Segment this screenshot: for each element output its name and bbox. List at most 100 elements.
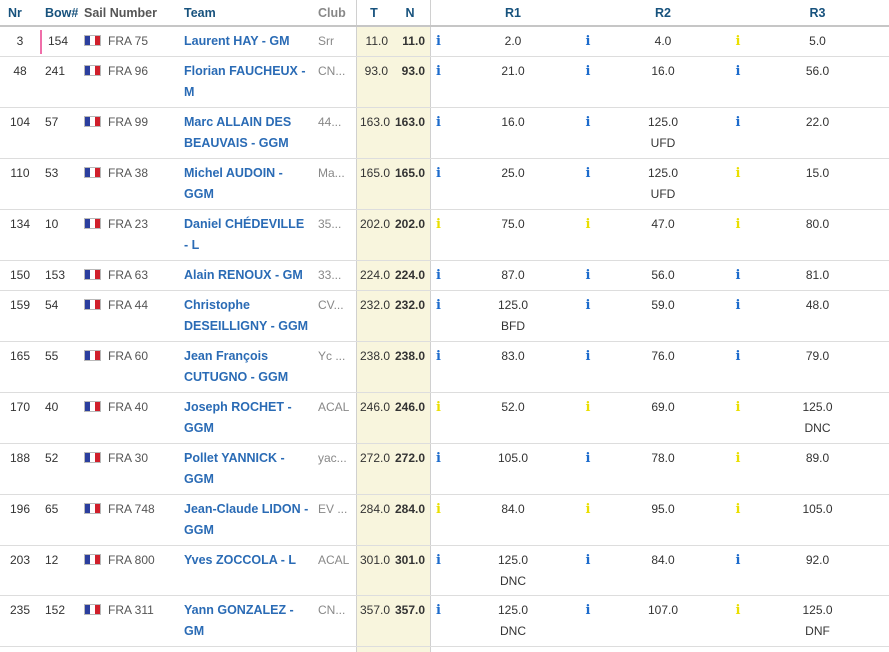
info-icon-race[interactable]: i	[735, 553, 741, 568]
rank-value: 203	[9, 553, 31, 567]
race-score-value: 22.0	[805, 115, 830, 129]
team-link[interactable]: Jean-Claude LIDON - GGM	[184, 502, 309, 537]
info-icon-race[interactable]: i	[735, 451, 741, 466]
team-link[interactable]: Florian FAUCHEUX - M	[184, 64, 306, 99]
info-icon-race[interactable]: i	[585, 553, 591, 568]
sail-number-value: FRA 23	[108, 217, 149, 231]
team-link[interactable]: Alain RENOUX - GM	[184, 268, 303, 282]
info-icon-race[interactable]: i	[735, 349, 741, 364]
team-link[interactable]: Jean François CUTUGNO - GGM	[184, 349, 289, 384]
race-score-code: UFD	[650, 136, 676, 150]
club-value: 44...	[318, 115, 342, 129]
rank-cell: 159	[0, 291, 40, 341]
info-icon-race[interactable]: i	[585, 451, 591, 466]
team-link[interactable]: Joseph ROCHET - GGM	[184, 400, 292, 435]
info-icon-total[interactable]: i	[436, 298, 441, 313]
table-row: 48 241 FRA 96 Florian FAUCHEUX - M CN...…	[0, 57, 889, 108]
team-link[interactable]: Marc ALLAIN DES BEAUVAIS - GGM	[184, 115, 292, 150]
team-link[interactable]: Christophe DESEILLIGNY - GGM	[184, 298, 309, 333]
info-icon-total[interactable]: i	[436, 115, 441, 130]
info-icon-race[interactable]: i	[735, 166, 741, 181]
net-points-value: 301.0	[395, 553, 426, 567]
info-icon-race[interactable]: i	[585, 349, 591, 364]
race-info-cell: i	[730, 108, 746, 158]
race-score-code: DNC	[500, 574, 526, 588]
sail-number-value: FRA 311	[108, 603, 154, 617]
total-points-value: 284.0	[360, 502, 391, 516]
net-points-cell: 163.0	[392, 108, 430, 158]
info-icon-race[interactable]: i	[585, 115, 591, 130]
net-points-value: 272.0	[395, 451, 426, 465]
info-icon-total[interactable]: i	[436, 603, 441, 618]
team-link[interactable]: Pollet YANNICK - GGM	[184, 451, 285, 486]
info-icon-race[interactable]: i	[585, 166, 591, 181]
info-icon-race[interactable]: i	[735, 217, 741, 232]
table-row: 104 57 FRA 99 Marc ALLAIN DES BEAUVAIS -…	[0, 108, 889, 159]
info-icon-race[interactable]: i	[585, 268, 591, 283]
rank-cell: 3	[0, 27, 40, 56]
race-score-value: 21.0	[501, 64, 525, 78]
info-icon-total[interactable]: i	[436, 64, 441, 79]
club-cell: CN...	[314, 596, 356, 646]
team-cell: Joseph ROCHET - GGM	[180, 393, 314, 443]
info-icon-race[interactable]: i	[735, 64, 741, 79]
info-icon-race[interactable]: i	[585, 217, 591, 232]
net-points-cell: 284.0	[392, 495, 430, 545]
race-score-value: 92.0	[805, 553, 830, 567]
race-score-value: 59.0	[651, 298, 675, 312]
table-row: 150 153 FRA 63 Alain RENOUX - GM 33... 2…	[0, 261, 889, 291]
race-score-cell: 15.0	[746, 159, 889, 209]
info-icon-race[interactable]: i	[585, 400, 591, 415]
table-row: 159 54 FRA 44 Christophe DESEILLIGNY - G…	[0, 291, 889, 342]
race-score-cell: 81.0	[746, 261, 889, 290]
info-icon-race[interactable]: i	[735, 400, 741, 415]
team-link[interactable]: Michel AUDOIN - GGM	[184, 166, 283, 201]
info-icon-total[interactable]: i	[436, 217, 441, 232]
info-icon-total[interactable]: i	[436, 166, 441, 181]
info-icon-race[interactable]: i	[585, 64, 591, 79]
rank-value: 150	[9, 268, 31, 282]
info-icon-total[interactable]: i	[436, 34, 441, 49]
net-points-cell: 232.0	[392, 291, 430, 341]
team-link[interactable]: Yves ZOCCOLA - L	[184, 553, 297, 567]
info-icon-race[interactable]: i	[735, 268, 741, 283]
team-cell: Florian FAUCHEUX - M	[180, 57, 314, 107]
info-icon-total[interactable]: i	[436, 502, 441, 517]
info-icon-race[interactable]: i	[585, 298, 591, 313]
info-icon-race[interactable]: i	[735, 502, 741, 517]
info-icon-total[interactable]: i	[436, 400, 441, 415]
race-score-value: 48.0	[805, 298, 830, 312]
team-link[interactable]: Yann GONZALEZ - GM	[184, 603, 294, 638]
race-score-cell: 22.0	[746, 108, 889, 158]
club-value: CN...	[318, 603, 346, 617]
sail-number-value: FRA 30	[108, 451, 149, 465]
team-link[interactable]: Daniel CHÉDEVILLE - L	[184, 217, 305, 252]
info-icon-race[interactable]: i	[735, 115, 741, 130]
info-icon-race[interactable]: i	[735, 298, 741, 313]
net-points-cell: 238.0	[392, 342, 430, 392]
info-icon-race[interactable]: i	[735, 34, 741, 49]
info-icon-total[interactable]: i	[436, 451, 441, 466]
bow-number-cell: 241	[40, 57, 78, 107]
info-icon-total[interactable]: i	[436, 349, 441, 364]
total-points-value: 357.0	[360, 603, 391, 617]
race-score-value: 83.0	[501, 349, 525, 363]
info-icon-total[interactable]: i	[436, 553, 441, 568]
info-icon-race[interactable]: i	[585, 502, 591, 517]
info-icon-race[interactable]: i	[735, 603, 741, 618]
team-link[interactable]: Laurent HAY - GM	[184, 34, 290, 48]
race-info-cell: i	[580, 444, 596, 494]
race-score-cell: 84.0	[446, 495, 580, 545]
race-score-value: 16.0	[651, 64, 675, 78]
info-icon-race[interactable]: i	[585, 34, 591, 49]
race-score-value: 84.0	[651, 553, 675, 567]
info-icon-total[interactable]: i	[436, 268, 441, 283]
column-header-sail-number: Sail Number	[84, 6, 157, 20]
team-cell: Pollet YANNICK - GGM	[180, 444, 314, 494]
club-value: EV ...	[318, 502, 348, 516]
race-score-value: 125.0	[802, 400, 833, 414]
net-points-cell: 246.0	[392, 393, 430, 443]
race-score-cell: 125.0 DNC	[446, 546, 580, 595]
info-icon-race[interactable]: i	[585, 603, 591, 618]
